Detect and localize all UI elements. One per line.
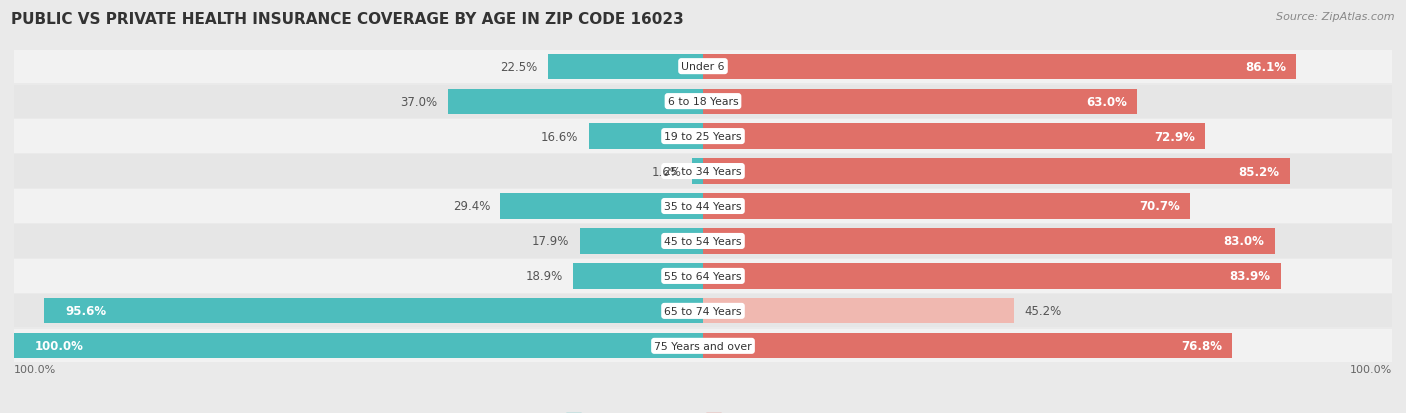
- Text: 83.9%: 83.9%: [1230, 270, 1271, 283]
- Text: 17.9%: 17.9%: [531, 235, 569, 248]
- Bar: [14, 155, 1392, 188]
- Text: 65 to 74 Years: 65 to 74 Years: [664, 306, 742, 316]
- Bar: [548, 55, 703, 80]
- Bar: [449, 89, 703, 114]
- Text: 37.0%: 37.0%: [401, 95, 437, 108]
- Bar: [14, 225, 1392, 258]
- Bar: [703, 124, 1205, 150]
- Text: 86.1%: 86.1%: [1244, 61, 1286, 74]
- Text: 18.9%: 18.9%: [526, 270, 562, 283]
- Bar: [45, 299, 703, 324]
- Text: 76.8%: 76.8%: [1181, 339, 1222, 352]
- Bar: [501, 194, 703, 219]
- Bar: [703, 89, 1137, 114]
- Text: 29.4%: 29.4%: [453, 200, 491, 213]
- Bar: [14, 85, 1392, 119]
- Bar: [703, 229, 1275, 254]
- Text: 6 to 18 Years: 6 to 18 Years: [668, 97, 738, 107]
- Text: Source: ZipAtlas.com: Source: ZipAtlas.com: [1277, 12, 1395, 22]
- Bar: [703, 333, 1232, 358]
- Text: 63.0%: 63.0%: [1085, 95, 1126, 108]
- Text: 35 to 44 Years: 35 to 44 Years: [664, 202, 742, 211]
- Bar: [14, 120, 1392, 153]
- Bar: [572, 263, 703, 289]
- Text: PUBLIC VS PRIVATE HEALTH INSURANCE COVERAGE BY AGE IN ZIP CODE 16023: PUBLIC VS PRIVATE HEALTH INSURANCE COVER…: [11, 12, 683, 27]
- Bar: [14, 190, 1392, 223]
- Text: 83.0%: 83.0%: [1223, 235, 1264, 248]
- Bar: [703, 299, 1014, 324]
- Text: 55 to 64 Years: 55 to 64 Years: [664, 271, 742, 281]
- Text: 100.0%: 100.0%: [1350, 365, 1392, 375]
- Bar: [703, 55, 1296, 80]
- Bar: [14, 260, 1392, 293]
- Bar: [579, 229, 703, 254]
- Text: 85.2%: 85.2%: [1239, 165, 1279, 178]
- Bar: [14, 330, 1392, 363]
- Text: 22.5%: 22.5%: [501, 61, 537, 74]
- Text: 45.2%: 45.2%: [1025, 305, 1062, 318]
- Text: 70.7%: 70.7%: [1139, 200, 1180, 213]
- Text: 16.6%: 16.6%: [541, 130, 578, 143]
- Bar: [703, 194, 1189, 219]
- Bar: [14, 294, 1392, 328]
- Text: 100.0%: 100.0%: [35, 339, 83, 352]
- Bar: [589, 124, 703, 150]
- Text: 100.0%: 100.0%: [14, 365, 56, 375]
- Text: 72.9%: 72.9%: [1154, 130, 1195, 143]
- Text: 1.6%: 1.6%: [652, 165, 682, 178]
- Bar: [14, 333, 703, 358]
- Bar: [14, 50, 1392, 83]
- Bar: [703, 159, 1289, 184]
- Text: 95.6%: 95.6%: [65, 305, 107, 318]
- Text: 19 to 25 Years: 19 to 25 Years: [664, 132, 742, 142]
- Bar: [692, 159, 703, 184]
- Bar: [703, 263, 1281, 289]
- Text: 75 Years and over: 75 Years and over: [654, 341, 752, 351]
- Text: Under 6: Under 6: [682, 62, 724, 72]
- Text: 25 to 34 Years: 25 to 34 Years: [664, 166, 742, 177]
- Text: 45 to 54 Years: 45 to 54 Years: [664, 236, 742, 247]
